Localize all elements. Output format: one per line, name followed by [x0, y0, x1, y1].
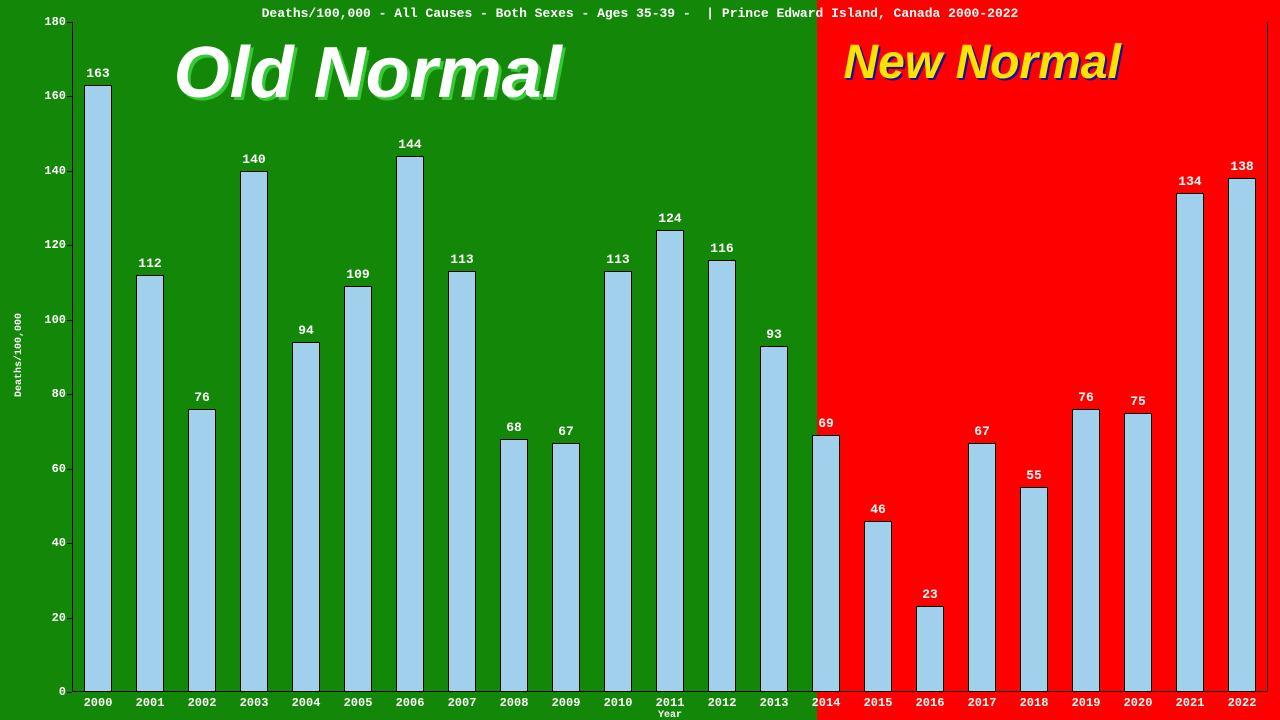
- x-tick-label: 2022: [1228, 696, 1257, 710]
- x-tick-label: 2002: [188, 696, 217, 710]
- bar: [760, 346, 789, 692]
- bar-value-label: 144: [398, 137, 421, 152]
- bar-value-label: 94: [298, 323, 314, 338]
- bar: [708, 260, 737, 692]
- bar: [1124, 413, 1153, 692]
- x-tick-label: 2001: [136, 696, 165, 710]
- x-tick-label: 2017: [968, 696, 997, 710]
- bar-value-label: 69: [818, 416, 834, 431]
- overlay-text: Old Normal: [174, 32, 562, 114]
- x-tick-label: 2019: [1072, 696, 1101, 710]
- x-tick-label: 2012: [708, 696, 737, 710]
- y-tick-mark: [67, 618, 72, 619]
- bar-value-label: 116: [710, 241, 733, 256]
- bar: [136, 275, 165, 692]
- bar: [916, 606, 945, 692]
- bar: [240, 171, 269, 692]
- chart-title: Deaths/100,000 - All Causes - Both Sexes…: [0, 6, 1280, 21]
- bar: [968, 443, 997, 692]
- bar: [656, 230, 685, 692]
- bar: [448, 271, 477, 692]
- bar-value-label: 67: [974, 424, 990, 439]
- bar: [552, 443, 581, 692]
- bar: [604, 271, 633, 692]
- bar-value-label: 93: [766, 327, 782, 342]
- bar: [292, 342, 321, 692]
- x-tick-label: 2007: [448, 696, 477, 710]
- bar-value-label: 113: [450, 252, 473, 267]
- bar: [812, 435, 841, 692]
- y-tick-mark: [67, 320, 72, 321]
- bar-value-label: 76: [194, 390, 210, 405]
- bar-value-label: 124: [658, 211, 681, 226]
- bar-value-label: 23: [922, 587, 938, 602]
- y-tick-label: 80: [52, 387, 66, 401]
- x-tick-label: 2008: [500, 696, 529, 710]
- bar-value-label: 109: [346, 267, 369, 282]
- y-tick-mark: [67, 245, 72, 246]
- bar: [396, 156, 425, 692]
- x-tick-label: 2016: [916, 696, 945, 710]
- bar: [1072, 409, 1101, 692]
- plot-area: 0204060801001201401601801632000112200176…: [72, 22, 1268, 692]
- bar-value-label: 140: [242, 152, 265, 167]
- y-tick-label: 100: [44, 313, 66, 327]
- y-tick-label: 120: [44, 238, 66, 252]
- x-tick-label: 2011: [656, 696, 685, 710]
- bar: [500, 439, 529, 692]
- bar: [864, 521, 893, 692]
- bar: [188, 409, 217, 692]
- y-tick-label: 0: [59, 685, 66, 699]
- bar-value-label: 113: [606, 252, 629, 267]
- y-axis-line-right: [1267, 22, 1268, 692]
- bar-value-label: 138: [1230, 159, 1253, 174]
- x-tick-label: 2009: [552, 696, 581, 710]
- y-tick-mark: [67, 469, 72, 470]
- x-tick-label: 2010: [604, 696, 633, 710]
- x-tick-label: 2013: [760, 696, 789, 710]
- x-tick-label: 2000: [84, 696, 113, 710]
- x-tick-label: 2020: [1124, 696, 1153, 710]
- y-axis-line: [72, 22, 73, 692]
- bar-value-label: 75: [1130, 394, 1146, 409]
- x-tick-label: 2003: [240, 696, 269, 710]
- x-tick-label: 2018: [1020, 696, 1049, 710]
- x-tick-label: 2006: [396, 696, 425, 710]
- bar-value-label: 46: [870, 502, 886, 517]
- y-tick-mark: [67, 22, 72, 23]
- bar-value-label: 68: [506, 420, 522, 435]
- y-tick-label: 180: [44, 15, 66, 29]
- x-tick-label: 2015: [864, 696, 893, 710]
- y-tick-label: 60: [52, 462, 66, 476]
- bar-value-label: 134: [1178, 174, 1201, 189]
- y-tick-mark: [67, 96, 72, 97]
- y-tick-mark: [67, 171, 72, 172]
- y-tick-mark: [67, 394, 72, 395]
- y-tick-mark: [67, 543, 72, 544]
- bar: [84, 85, 113, 692]
- bar-value-label: 76: [1078, 390, 1094, 405]
- y-tick-label: 20: [52, 611, 66, 625]
- bar-value-label: 67: [558, 424, 574, 439]
- x-tick-label: 2004: [292, 696, 321, 710]
- x-tick-label: 2005: [344, 696, 373, 710]
- y-tick-label: 40: [52, 536, 66, 550]
- chart-canvas: Deaths/100,000 - All Causes - Both Sexes…: [0, 0, 1280, 720]
- bar-value-label: 163: [86, 66, 109, 81]
- y-tick-label: 160: [44, 89, 66, 103]
- bar: [1228, 178, 1257, 692]
- x-tick-label: 2021: [1176, 696, 1205, 710]
- bar-value-label: 112: [138, 256, 161, 271]
- bar: [1176, 193, 1205, 692]
- bar: [1020, 487, 1049, 692]
- y-axis-title: Deaths/100,000: [14, 313, 25, 397]
- bar: [344, 286, 373, 692]
- y-tick-mark: [67, 692, 72, 693]
- bar-value-label: 55: [1026, 468, 1042, 483]
- y-tick-label: 140: [44, 164, 66, 178]
- overlay-text: New Normal: [843, 35, 1120, 90]
- x-axis-title: Year: [658, 710, 682, 720]
- x-tick-label: 2014: [812, 696, 841, 710]
